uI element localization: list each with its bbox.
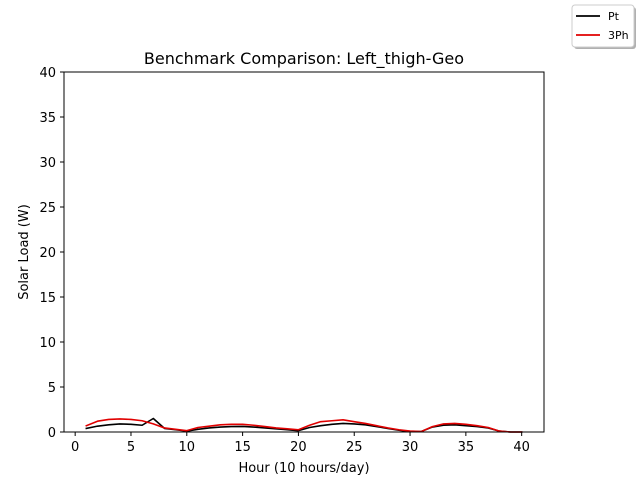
x-tick-label: 25 — [346, 440, 363, 455]
y-tick-label: 15 — [39, 291, 56, 306]
x-tick-label: 40 — [513, 440, 530, 455]
legend-label-pt: Pt — [608, 10, 620, 23]
y-tick-label: 40 — [39, 66, 56, 81]
legend: Pt 3Ph — [571, 4, 636, 49]
x-tick-label: 15 — [234, 440, 251, 455]
y-tick-label: 5 — [48, 381, 56, 396]
x-axis-title: Hour (10 hours/day) — [238, 461, 369, 476]
y-tick-label: 10 — [39, 336, 56, 351]
y-tick-label: 30 — [39, 156, 56, 171]
x-tick-label: 20 — [290, 440, 307, 455]
x-tick-label: 0 — [71, 440, 79, 455]
y-tick-label: 25 — [39, 201, 56, 216]
y-tick-label: 20 — [39, 246, 56, 261]
x-tick-label: 5 — [127, 440, 135, 455]
plot-frame — [63, 71, 545, 433]
x-tick-label: 35 — [458, 440, 475, 455]
chart-title: Benchmark Comparison: Left_thigh-Geo — [144, 49, 464, 69]
x-tick-label: 30 — [402, 440, 419, 455]
plot-area — [85, 417, 523, 433]
series-line-pt — [85, 417, 523, 433]
axes: 0 5 10 15 20 25 30 35 40 0 5 10 15 20 25 30 35 40 — [39, 66, 545, 455]
legend-label-3ph: 3Ph — [608, 29, 629, 42]
series-line-3ph — [85, 418, 523, 433]
x-tick-label: 10 — [179, 440, 196, 455]
y-axis-title: Solar Load (W) — [17, 204, 32, 300]
y-tick-label: 0 — [48, 426, 56, 441]
y-tick-label: 35 — [39, 111, 56, 126]
